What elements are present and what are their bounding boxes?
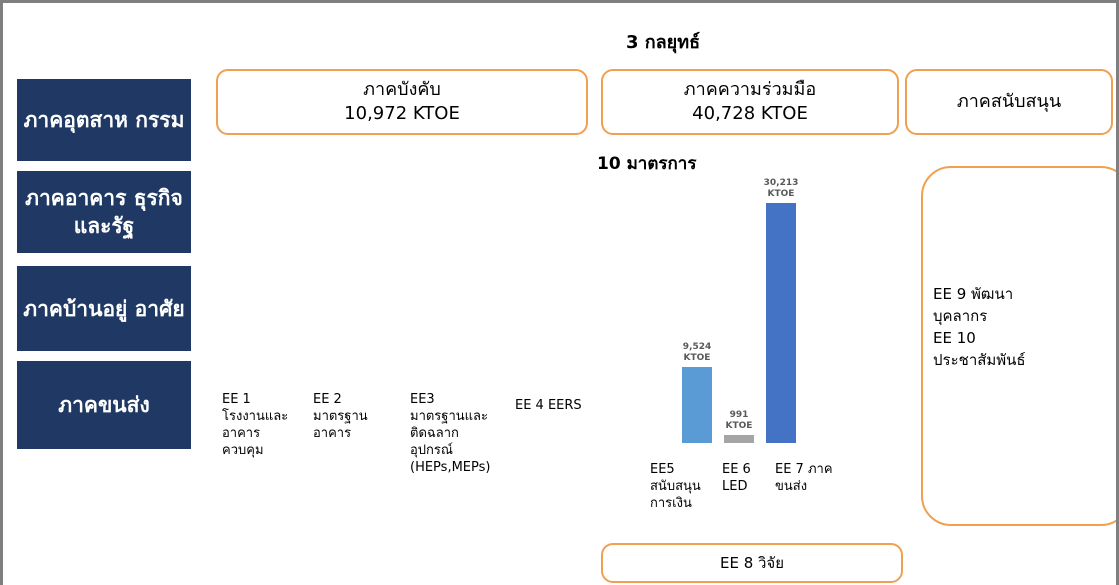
category-label: EE 7 ภาค ขนส่ง: [775, 462, 833, 494]
support-box: EE 9 พัฒนา บุคลากร EE 10 ประชาสัมพันธ์: [921, 166, 1116, 526]
bar: [682, 367, 712, 443]
title: 3 กลยุทธ์: [625, 32, 701, 53]
bar: [766, 203, 796, 443]
strategy-name: ภาคความร่วมมือ: [683, 79, 817, 100]
sector: ภาคบ้านอยู่ อาศัย: [17, 266, 191, 351]
bar: [724, 435, 754, 443]
strategy-amount: 10,972 KTOE: [344, 103, 460, 124]
sector: ภาคอาคาร ธุรกิจและรัฐ: [17, 171, 191, 253]
category-label: EE 6 LED: [722, 462, 751, 494]
research-box: EE 8 วิจัย: [601, 543, 903, 583]
strategy-name: ภาคบังคับ: [363, 79, 441, 100]
strategy-amount: 40,728 KTOE: [692, 103, 808, 124]
strategy-name: ภาคสนับสนุน: [956, 91, 1062, 112]
measure: EE 1 โรงงานและ อาคาร ควบคุม: [222, 392, 289, 458]
research: EE 8 วิจัย: [719, 554, 785, 572]
support-measures: EE 9 พัฒนา บุคลากร EE 10 ประชาสัมพันธ์: [933, 285, 1026, 369]
value-label: 991 KTOE: [725, 410, 753, 432]
value-label: 30,213 KTOE: [763, 178, 799, 199]
strategy-box: ภาคบังคับ 10,972 KTOE: [216, 69, 588, 135]
measure: EE 2 มาตรฐาน อาคาร: [313, 392, 368, 441]
measure: EE3 มาตรฐานและ ติดฉลาก อุปกรณ์ (HEPs,MEP…: [410, 392, 491, 475]
category-label: EE5 สนับสนุน การเงิน: [650, 462, 701, 511]
measures-title: 10 มาตรการ: [597, 154, 697, 174]
strategy-box: ภาคสนับสนุน: [905, 69, 1113, 135]
sector: ภาคอุตสาห กรรม: [17, 79, 191, 161]
strategy-box: ภาคความร่วมมือ 40,728 KTOE: [601, 69, 899, 135]
measure: EE 4 EERS: [515, 398, 582, 413]
value-label: 9,524 KTOE: [682, 342, 712, 364]
sector: ภาคขนส่ง: [17, 361, 191, 449]
